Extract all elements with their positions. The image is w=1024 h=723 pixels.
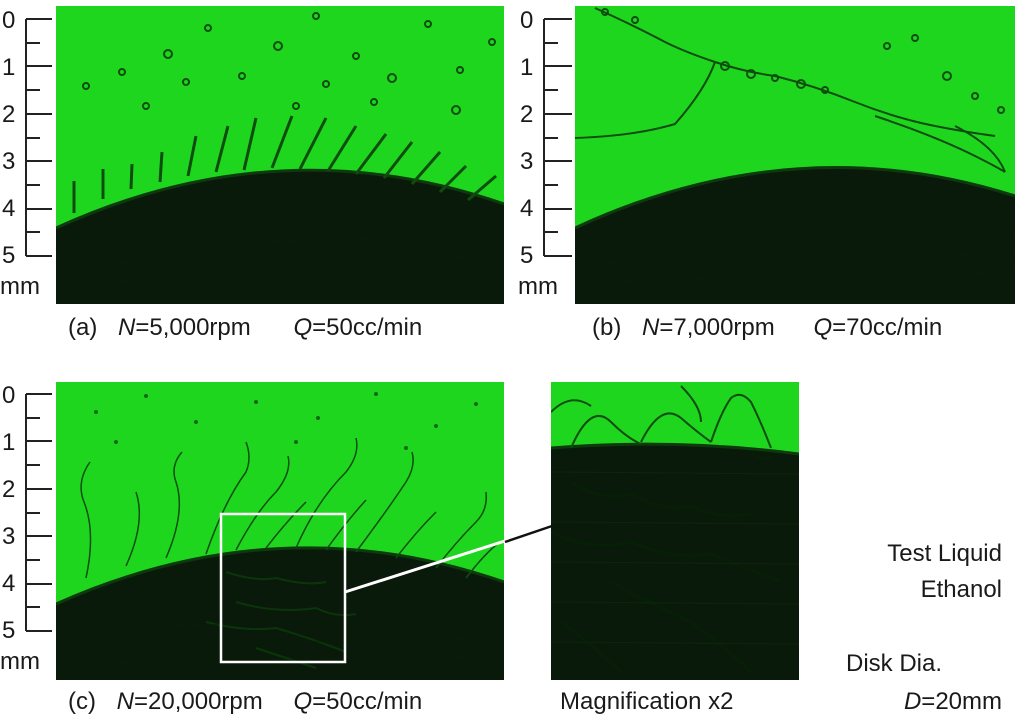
caption-b-n-symbol: N: [642, 314, 660, 341]
caption-b: (b) N=7,000rpm Q=70cc/min: [592, 314, 942, 342]
caption-b-label: (b): [592, 314, 622, 341]
tick-label-5: 5: [2, 242, 16, 269]
photo-panel-a: [56, 6, 504, 304]
scale-ruler-b: [543, 18, 572, 257]
tick-label-4: 4: [2, 195, 16, 222]
caption-a-n-symbol: N: [118, 314, 136, 341]
caption-c-q-value: =50cc/min: [312, 688, 423, 715]
tick-label-0: 0: [2, 382, 16, 409]
unit-label: mm: [518, 273, 558, 300]
tick-label-3: 3: [2, 148, 16, 175]
disk-diameter-symbol: D: [903, 688, 922, 715]
magnification-connector: [344, 524, 553, 594]
test-liquid-value: Ethanol: [920, 576, 1002, 603]
caption-c-q-symbol: Q: [293, 688, 313, 715]
caption-b-q-symbol: Q: [813, 314, 833, 341]
caption-c-n-symbol: N: [116, 688, 134, 715]
photo-panel-b: [575, 6, 1015, 304]
caption-a-n-value: =5,000rpm: [135, 314, 251, 341]
photo-c-image: [56, 382, 504, 680]
tick-label-3: 3: [2, 523, 16, 550]
caption-c-n-value: =20,000rpm: [134, 688, 263, 715]
tick-label-5: 5: [520, 242, 534, 269]
photo-magnified-image: [551, 382, 799, 680]
tick-label-4: 4: [520, 195, 534, 222]
photo-panel-c: [56, 382, 504, 680]
caption-a-q-value: =50cc/min: [312, 314, 423, 341]
photo-panel-magnified: [551, 382, 799, 680]
tick-label-2: 2: [2, 476, 16, 503]
caption-c: (c) N=20,000rpm Q=50cc/min: [68, 688, 422, 716]
test-liquid-title: Test Liquid: [887, 540, 1002, 567]
tick-label-5: 5: [2, 617, 16, 644]
tick-label-2: 2: [520, 101, 534, 128]
caption-b-q-value: =70cc/min: [832, 314, 943, 341]
unit-label: mm: [0, 273, 40, 300]
tick-label-0: 0: [2, 7, 16, 34]
tick-label-4: 4: [2, 570, 16, 597]
photo-b-image: [575, 6, 1015, 304]
disk-diameter-value: D=20mm: [904, 688, 1002, 716]
tick-label-1: 1: [520, 54, 534, 81]
caption-a-q-symbol: Q: [293, 314, 313, 341]
scale-bar-a: 0 1 2 3 4 5 mm: [0, 0, 60, 305]
caption-b-n-value: =7,000rpm: [659, 314, 775, 341]
caption-a-label: (a): [68, 314, 98, 341]
tick-label-0: 0: [520, 7, 534, 34]
tick-label-1: 1: [2, 54, 16, 81]
tick-label-3: 3: [520, 148, 534, 175]
caption-a: (a) N=5,000rpm Q=50cc/min: [68, 314, 422, 342]
photo-a-image: [56, 6, 504, 304]
scale-bar-c: 0 1 2 3 4 5 mm: [0, 374, 60, 679]
scale-ruler-c: [25, 393, 52, 632]
disk-diameter-number: =20mm: [921, 688, 1002, 715]
unit-label: mm: [0, 648, 40, 675]
scale-ruler-a: [25, 18, 52, 257]
scale-bar-b: 0 1 2 3 4 5 mm: [516, 0, 576, 305]
caption-c-label: (c): [68, 688, 96, 715]
tick-label-2: 2: [2, 101, 16, 128]
disk-diameter-title: Disk Dia.: [845, 650, 942, 677]
caption-magnification: Magnification x2: [560, 688, 734, 715]
tick-label-1: 1: [2, 429, 16, 456]
